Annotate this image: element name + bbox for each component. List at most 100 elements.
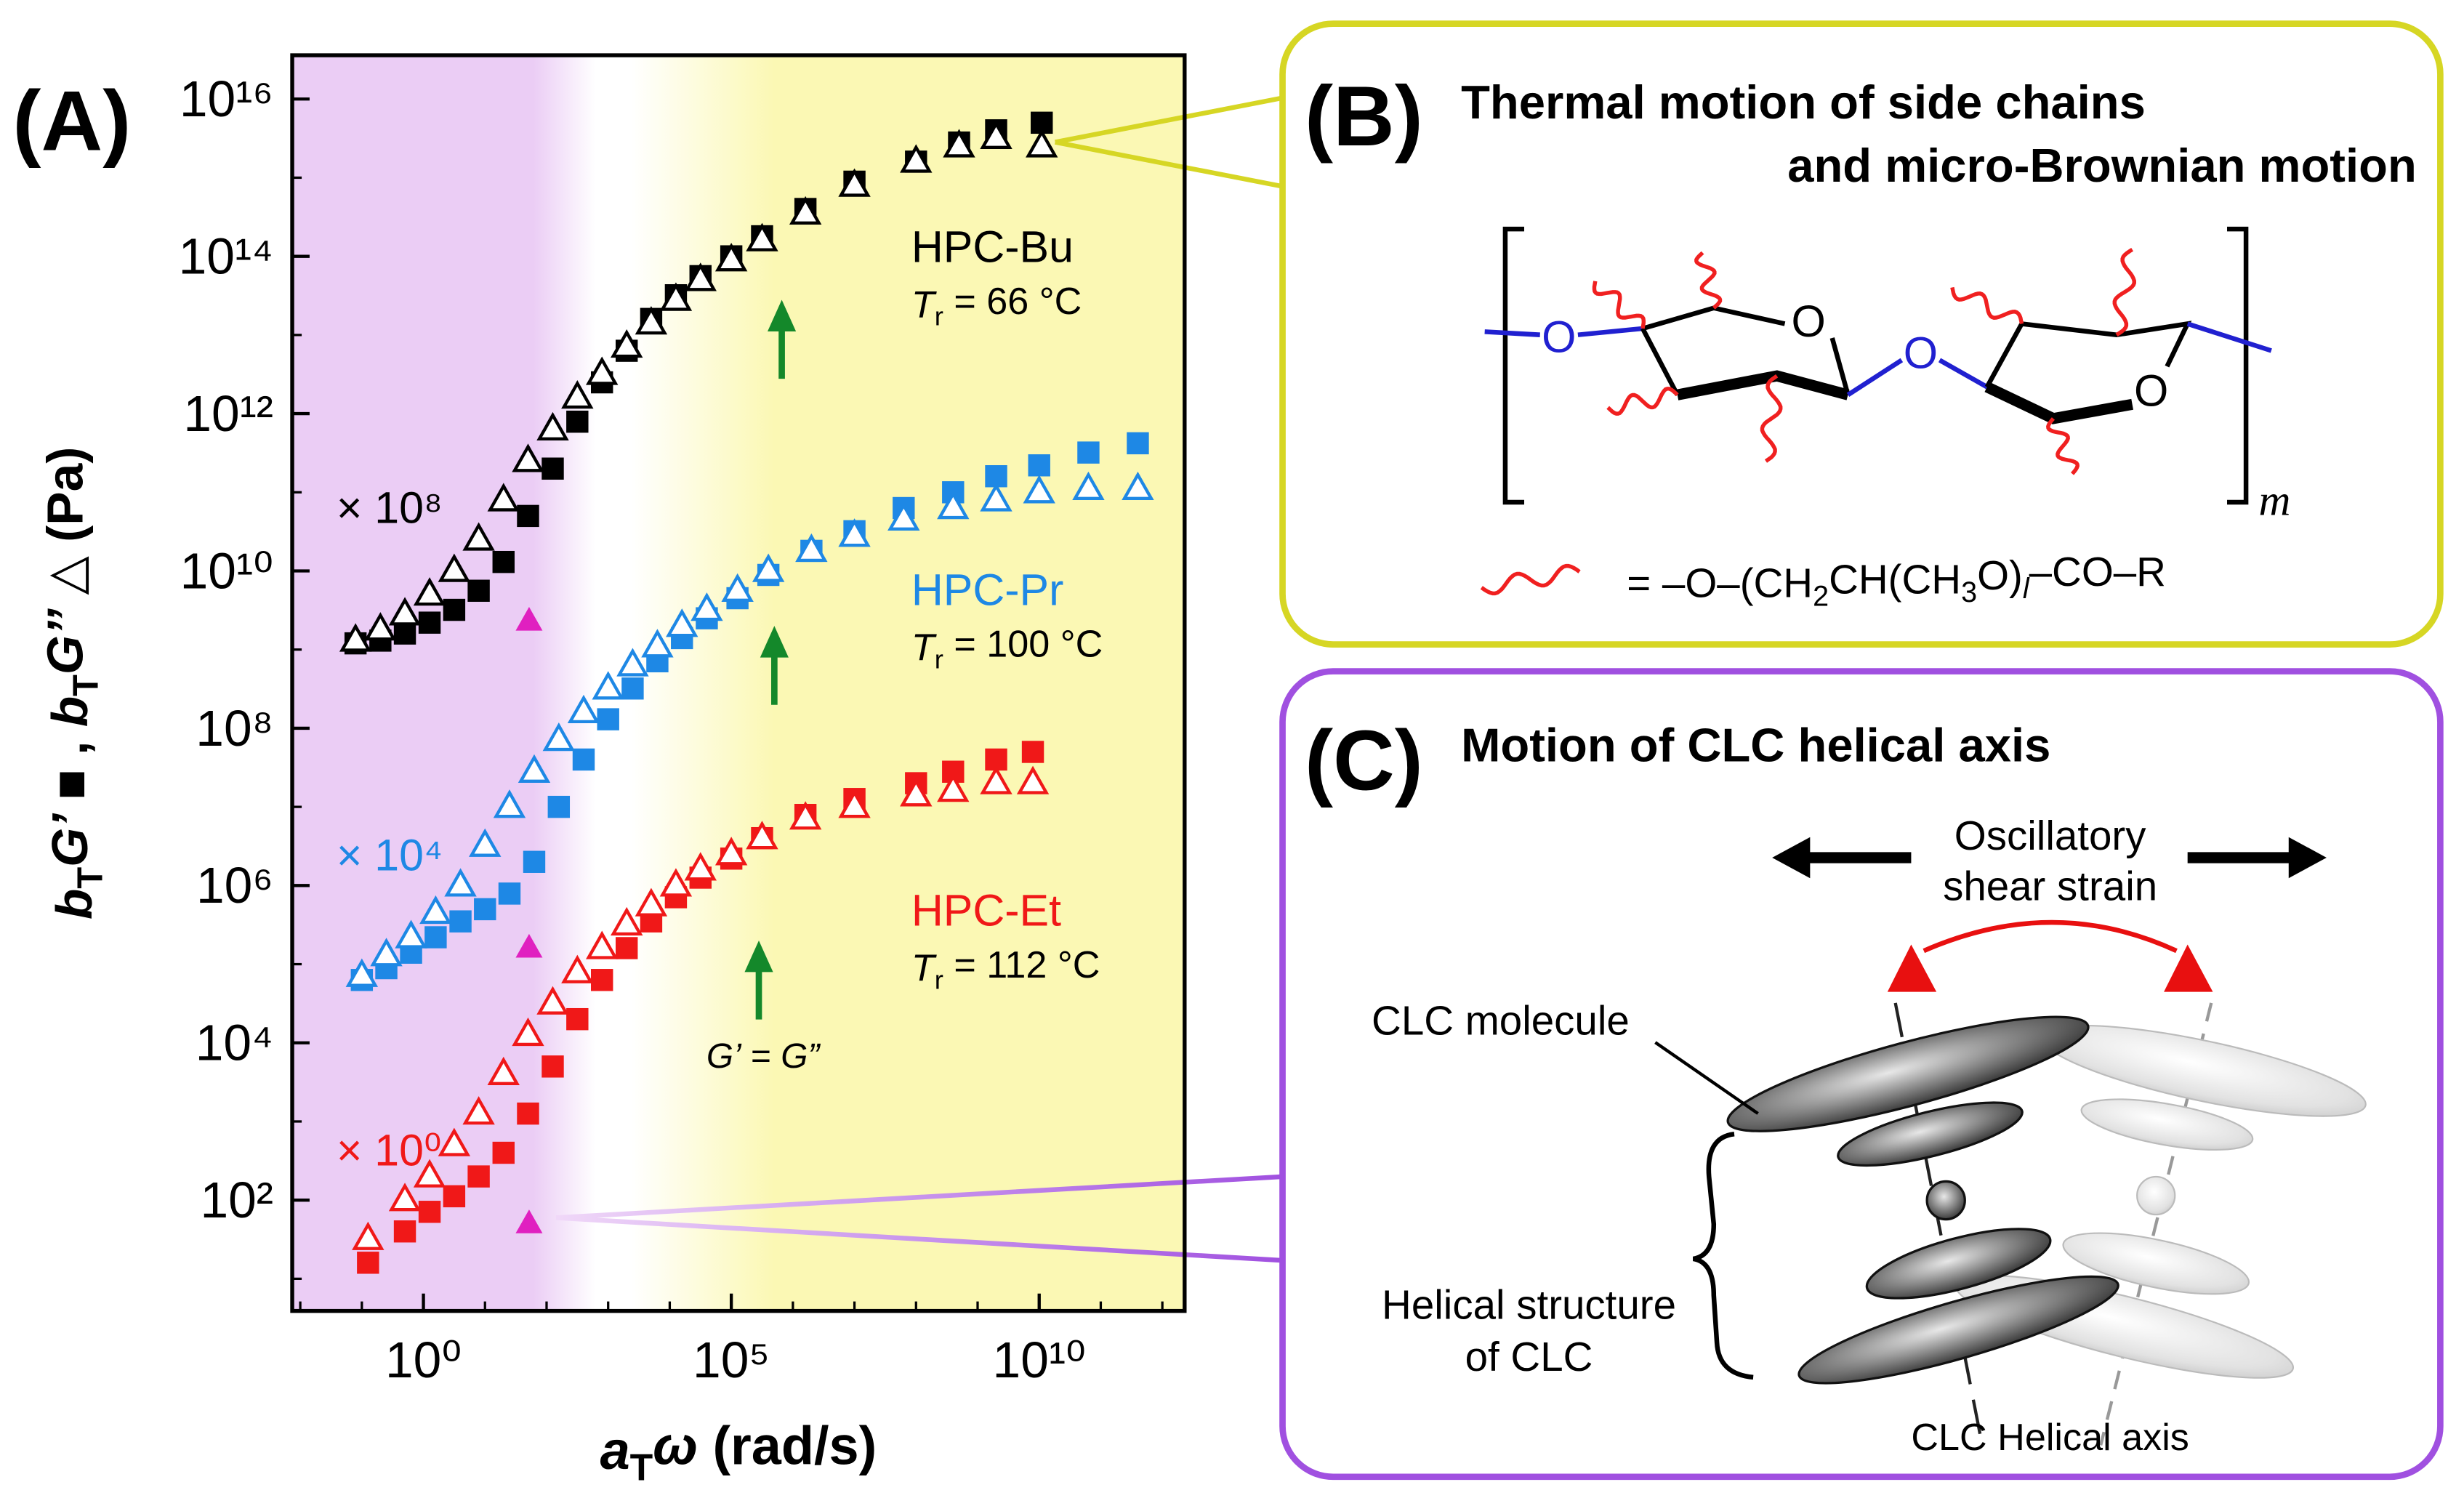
marker-square	[597, 708, 619, 730]
marker-triangle	[746, 222, 778, 251]
marker-triangle	[1016, 765, 1050, 794]
marker-triangle	[536, 986, 569, 1015]
text-segment: =	[741, 1037, 781, 1076]
marker-square	[591, 969, 613, 991]
text-segment: ω	[653, 1415, 698, 1475]
molecule	[1865, 1228, 2052, 1300]
text-segment: = 66 °C	[943, 281, 1082, 323]
marker-square	[541, 457, 564, 480]
shift-factor: × 10⁰	[337, 1126, 441, 1175]
marker-triangle	[512, 1017, 544, 1047]
molecule-label: CLC molecule	[1372, 997, 1630, 1043]
text-segment: b	[46, 889, 102, 919]
marker-square	[357, 1252, 379, 1274]
marker-triangle	[364, 612, 397, 641]
text-segment: l	[2023, 573, 2030, 605]
text-segment: ■ ,	[41, 727, 98, 813]
marker-square	[393, 622, 416, 645]
sample-name: HPC-Bu	[911, 222, 1074, 272]
marker-triangle	[487, 1056, 520, 1086]
marker-triangle	[561, 380, 594, 409]
text-segment: = 100 °C	[943, 624, 1103, 666]
marker-triangle	[900, 144, 933, 173]
text-segment: G’	[41, 813, 98, 867]
marker-triangle	[395, 919, 427, 949]
marker-square	[443, 1185, 466, 1208]
bond	[1484, 326, 1643, 337]
marker-triangle	[937, 491, 970, 520]
marker-triangle	[413, 577, 446, 606]
marker-triangle	[714, 243, 748, 272]
marker-square	[566, 410, 589, 433]
side-chain	[1950, 286, 2024, 325]
bond	[2186, 321, 2272, 353]
panel-b-box	[1279, 20, 2444, 648]
marker-triangle	[714, 837, 748, 866]
marker-square	[467, 579, 490, 602]
molecule	[2136, 1175, 2176, 1216]
marker-triangle	[1023, 475, 1055, 504]
text-segment: G’’	[37, 608, 94, 675]
text-segment: b	[41, 696, 98, 727]
marker-triangle	[462, 522, 495, 551]
marker-triangle	[937, 773, 970, 802]
marker-triangle	[512, 443, 544, 472]
marker-triangle	[536, 411, 569, 441]
text-segment: T	[911, 627, 937, 669]
marker-triangle	[659, 868, 693, 897]
reference-temperature: Tr = 112 °C	[911, 944, 1100, 995]
y-tick-label: 10⁸	[196, 700, 273, 757]
reference-temperature: Tr = 100 °C	[911, 624, 1103, 675]
marker-triangle	[838, 168, 871, 197]
marker-triangle	[515, 1209, 543, 1233]
marker-triangle	[691, 592, 723, 621]
panel-title: Motion of CLC helical axis	[1461, 718, 2050, 771]
plot-frame	[290, 53, 1187, 1313]
y-tick-label: 10¹⁶	[180, 71, 273, 127]
marker-triangle	[635, 887, 668, 917]
side-chains	[1480, 248, 2136, 596]
marker-triangle	[789, 196, 822, 225]
marker-square	[523, 850, 546, 873]
helix-label: of CLC	[1465, 1334, 1593, 1380]
marker-triangle	[561, 954, 594, 983]
marker-square	[566, 1007, 589, 1031]
marker-square	[418, 611, 441, 634]
marker-triangle	[1072, 471, 1105, 501]
shift-factor: × 10⁸	[337, 483, 443, 532]
sample-name: HPC-Et	[911, 885, 1061, 935]
bracket	[1502, 226, 1525, 505]
crossover-arrow-head	[768, 299, 797, 331]
side-chain	[1760, 374, 1783, 463]
marker-triangle	[438, 553, 471, 582]
y-axis-label: bTG’ ■ , bTG’’ △ (Pa)	[37, 447, 110, 920]
molecule	[1726, 1015, 2090, 1132]
x-tick-label: 10⁰	[385, 1332, 462, 1388]
molecule	[1925, 1180, 1966, 1221]
marker-triangle	[567, 694, 600, 724]
text-segment: T	[71, 867, 110, 889]
marker-triangle	[684, 852, 717, 881]
marker-square	[517, 1102, 539, 1125]
marker-triangle	[542, 722, 576, 752]
marker-square	[492, 1141, 515, 1164]
side-chain	[2112, 248, 2136, 337]
text-segment: r	[935, 644, 943, 674]
bracket	[2227, 226, 2249, 505]
marker-triangle	[611, 329, 643, 358]
marker-triangle	[419, 895, 452, 925]
marker-triangle	[518, 754, 551, 783]
crossover-label: G’ = G”	[706, 1037, 821, 1076]
marker-triangle	[980, 120, 1012, 150]
marker-square	[517, 504, 539, 528]
side-chain	[1694, 251, 1723, 310]
y-tick-label: 10¹⁰	[180, 542, 273, 599]
x-tick-label: 10⁵	[693, 1332, 770, 1388]
marker-triangle	[462, 1096, 495, 1125]
marker-triangle	[388, 597, 422, 626]
shift-factor: × 10⁴	[337, 830, 443, 879]
text-segment: = –O–(CH	[1627, 560, 1813, 605]
text-segment: r	[935, 965, 943, 994]
marker-triangle	[1122, 471, 1154, 501]
